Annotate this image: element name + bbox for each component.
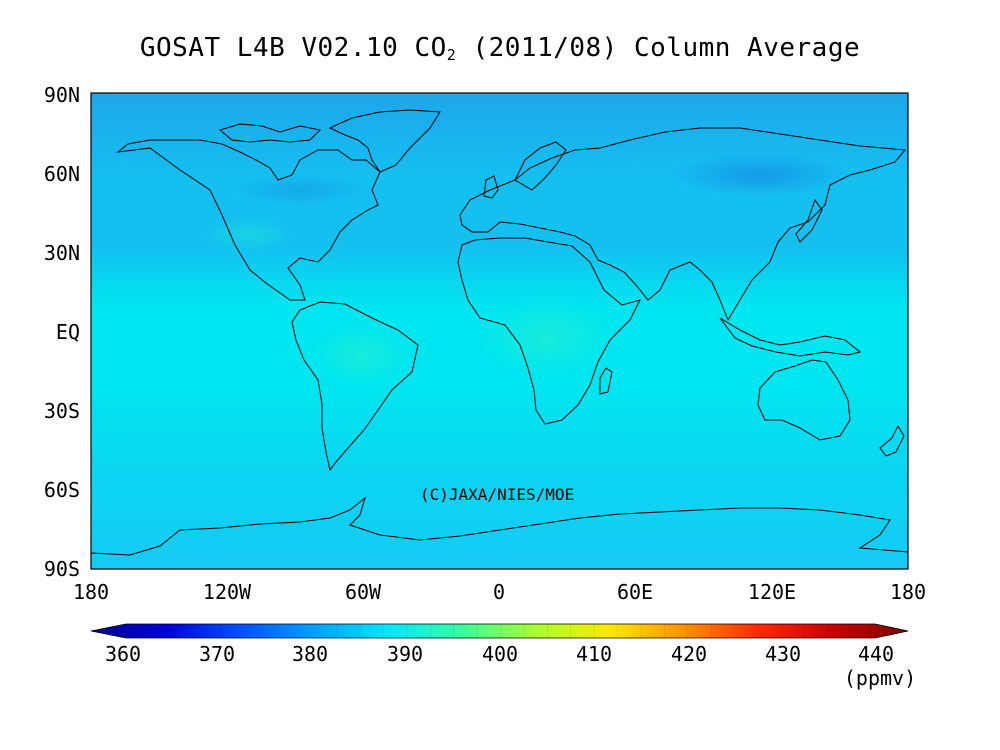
coastline-north-america (116, 139, 381, 301)
lat-label-90n: 90N (44, 83, 80, 107)
high-co2-north-america (203, 217, 293, 253)
high-co2-africa (478, 300, 618, 376)
coastline-madagascar (599, 367, 613, 395)
colorbar-ticks (149, 624, 852, 638)
colorbar-label-420: 420 (671, 642, 707, 666)
lon-label-180e: 180 (890, 580, 926, 604)
coastline-eurasia (459, 127, 906, 322)
lat-label-60s: 60S (44, 478, 80, 502)
lat-label-90s: 90S (44, 557, 80, 581)
coastline-africa (457, 237, 641, 425)
map-title: GOSAT L4B V02.10 CO2 (2011/08) Column Av… (140, 33, 860, 64)
map-frame (90, 92, 909, 570)
coastline-scandinavia (514, 141, 567, 191)
coastline-greenland (328, 109, 441, 173)
lon-label-60w: 60W (345, 580, 382, 604)
colorbar-labels: 360 370 380 390 400 410 420 430 440 (105, 642, 894, 666)
coastline-south-america (291, 301, 419, 472)
colorbar-label-390: 390 (387, 642, 423, 666)
coastline-australia (757, 359, 851, 441)
coastline-antarctica (91, 496, 908, 556)
colorbar-label-370: 370 (199, 642, 235, 666)
lon-label-120e: 120E (748, 580, 796, 604)
lon-axis: 180 120W 60W 0 60E 120E 180 (73, 580, 926, 604)
coastline-japan (795, 198, 823, 243)
colorbar: 360 370 380 390 400 410 420 430 440 (ppm… (90, 623, 916, 690)
colorbar-label-400: 400 (482, 642, 518, 666)
colorbar-label-440: 440 (858, 642, 894, 666)
coastline-indonesia (719, 317, 862, 357)
high-co2-south-america (312, 325, 412, 385)
lon-label-60e: 60E (617, 580, 653, 604)
low-co2-canada (230, 174, 370, 206)
colorbar-label-380: 380 (292, 642, 328, 666)
colorbar-unit: (ppmv) (844, 666, 916, 690)
map-panel: (C)JAXA/NIES/MOE (91, 93, 908, 569)
colorbar-label-410: 410 (576, 642, 612, 666)
colorbar-label-360: 360 (105, 642, 141, 666)
low-co2-siberia (670, 153, 850, 197)
colorbar-label-430: 430 (765, 642, 801, 666)
lon-label-0: 0 (493, 580, 505, 604)
coastlines (91, 109, 908, 556)
lat-label-30n: 30N (44, 241, 80, 265)
lon-label-180w: 180 (73, 580, 109, 604)
credit-label: (C)JAXA/NIES/MOE (420, 485, 574, 504)
colorbar-bar (90, 623, 909, 639)
coastline-arctic-islands (218, 123, 322, 143)
lat-label-30s: 30S (44, 399, 80, 423)
coastline-uk (483, 175, 499, 199)
lat-axis: 90N 60N 30N EQ 30S 60S 90S (44, 83, 80, 581)
lat-label-eq: EQ (56, 320, 80, 344)
lon-label-120w: 120W (203, 580, 252, 604)
lat-label-60n: 60N (44, 162, 80, 186)
coastline-new-zealand (879, 424, 905, 457)
